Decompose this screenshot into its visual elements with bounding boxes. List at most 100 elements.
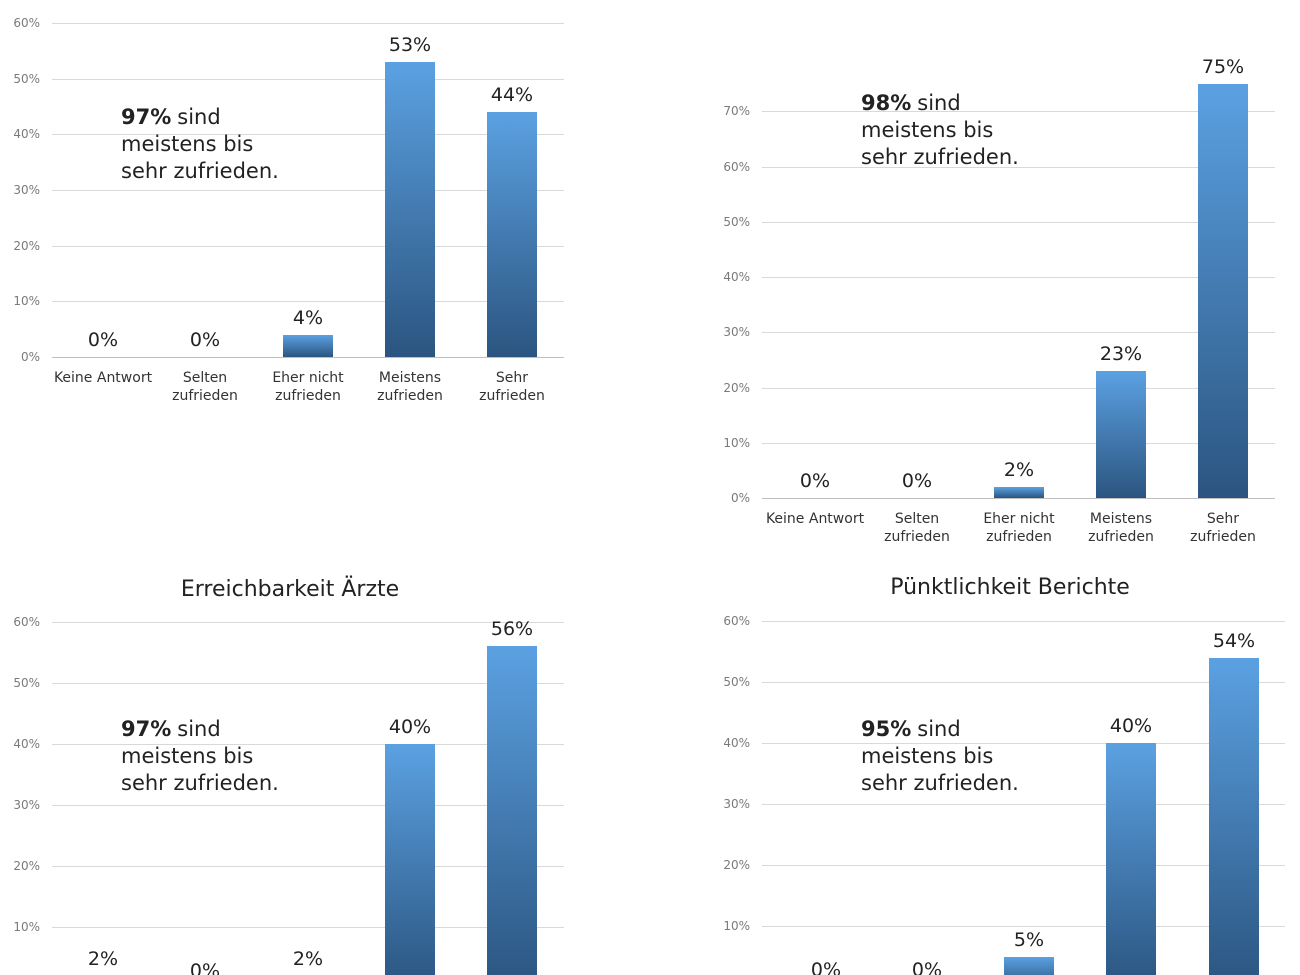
annotation-line: sehr zufrieden. <box>861 145 1019 169</box>
x-tick-label: Sehr zufrieden <box>479 370 545 404</box>
grid-line <box>762 498 1275 499</box>
grid-line <box>762 387 1275 389</box>
data-label: 2% <box>87 947 119 970</box>
y-tick-label: 40% <box>13 127 40 142</box>
annotation: 97% sind meistens bis sehr zufrieden. <box>121 716 279 797</box>
grid-line <box>762 332 1275 334</box>
grid-line <box>52 301 564 303</box>
bar <box>283 334 333 357</box>
annotation-line: sehr zufrieden. <box>121 159 279 183</box>
y-tick-label: 70% <box>723 104 750 119</box>
data-label: 0% <box>799 470 831 492</box>
grid-line <box>52 134 564 136</box>
grid-line <box>52 78 564 80</box>
data-label: 40% <box>388 716 432 738</box>
data-label: 54% <box>1212 629 1256 652</box>
bar <box>1004 956 1054 975</box>
data-label: 0% <box>189 329 221 351</box>
grid-line <box>52 245 564 247</box>
x-tick-label: Keine Antwort <box>53 370 153 386</box>
annotation-line: sind <box>917 91 961 115</box>
grid-line <box>762 682 1285 683</box>
y-tick-label: 60% <box>13 16 40 30</box>
grid-line <box>762 111 1275 113</box>
y-tick-label: 30% <box>723 797 750 811</box>
grid-line <box>762 926 1285 927</box>
annotation: 97% sind meistens bis sehr zufrieden. <box>121 104 279 185</box>
chart-title: Pünktlichkeit Berichte <box>890 575 1130 600</box>
annotation: 98% sind meistens bis sehr zufrieden. <box>861 90 1019 171</box>
data-label: 75% <box>1201 55 1245 78</box>
y-tick-label: 10% <box>723 435 750 450</box>
data-label: 53% <box>388 33 432 56</box>
grid-line <box>52 622 564 623</box>
x-tick-label: Eher nicht zufrieden <box>272 370 344 404</box>
y-tick-label: 60% <box>723 614 750 628</box>
annotation-line: sehr zufrieden. <box>861 771 1019 795</box>
y-tick-label: 30% <box>13 183 40 197</box>
grid-line <box>52 927 564 928</box>
annotation-highlight: 98% <box>861 91 912 115</box>
y-tick-label: 40% <box>723 270 750 284</box>
grid-line <box>762 865 1285 866</box>
data-label: 0% <box>901 470 933 492</box>
data-label: 0% <box>189 960 221 975</box>
x-tick-label: Keine Antwort <box>765 511 865 527</box>
bar <box>1106 743 1156 975</box>
grid-line <box>762 804 1285 805</box>
data-label: 0% <box>911 959 943 975</box>
bar <box>1209 657 1259 975</box>
y-tick-label: 60% <box>723 159 750 174</box>
annotation-line: meistens bis <box>121 132 254 156</box>
grid-line <box>762 621 1285 622</box>
data-label: 2% <box>292 947 324 970</box>
grid-line <box>52 357 564 358</box>
bar <box>994 486 1044 498</box>
grid-line <box>762 442 1275 444</box>
grid-line <box>762 743 1285 744</box>
y-tick-label: 10% <box>13 920 40 934</box>
y-tick-label: 20% <box>723 858 750 872</box>
bar <box>385 61 435 357</box>
grid-line <box>52 23 564 24</box>
y-tick-label: 60% <box>13 615 40 629</box>
grid-line <box>52 805 564 806</box>
annotation-line: sehr zufrieden. <box>121 771 279 795</box>
data-label: 5% <box>1013 928 1045 951</box>
annotation-line: sind <box>177 105 221 129</box>
grid-line <box>762 221 1275 223</box>
x-tick-label: Selten zufrieden <box>172 370 238 404</box>
bar <box>1198 83 1248 498</box>
annotation-highlight: 97% <box>121 105 172 129</box>
data-label: 0% <box>810 959 842 975</box>
y-tick-label: 20% <box>13 859 40 873</box>
data-label: 23% <box>1099 342 1143 365</box>
data-label: 44% <box>490 84 534 107</box>
data-label: 2% <box>1003 458 1035 481</box>
y-tick-label: 50% <box>723 214 750 229</box>
y-tick-label: 20% <box>13 238 40 253</box>
y-tick-label: 30% <box>723 325 750 340</box>
annotation: 95% sind meistens bis sehr zufrieden. <box>861 716 1019 797</box>
y-tick-label: 0% <box>20 350 40 364</box>
grid-line <box>762 277 1275 278</box>
annotation-line: meistens bis <box>861 744 994 768</box>
annotation-highlight: 97% <box>121 717 172 741</box>
y-tick-label: 50% <box>13 71 40 86</box>
bar <box>385 744 435 975</box>
chart-title: Erreichbarkeit Ärzte <box>180 577 400 602</box>
grid-line <box>52 190 564 191</box>
x-tick-label: Meistens zufrieden <box>377 370 443 404</box>
annotation-line: meistens bis <box>121 744 254 768</box>
y-tick-label: 10% <box>723 919 750 933</box>
data-label: 4% <box>292 306 324 329</box>
y-tick-label: 40% <box>723 736 750 750</box>
y-tick-label: 30% <box>13 798 40 812</box>
x-tick-label: Sehr zufrieden <box>1190 511 1256 545</box>
grid-line <box>762 166 1275 168</box>
x-tick-label: Eher nicht zufrieden <box>983 511 1055 545</box>
y-tick-label: 50% <box>723 675 750 689</box>
data-label: 40% <box>1109 715 1153 737</box>
grid-line <box>52 744 564 745</box>
grid-line <box>52 683 564 684</box>
